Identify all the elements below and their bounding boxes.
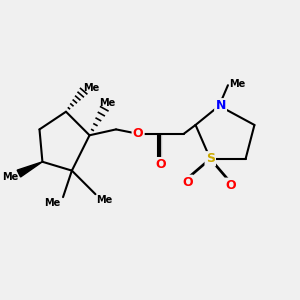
Text: O: O [155,158,166,171]
Text: S: S [206,152,215,165]
Text: Me: Me [83,83,99,93]
Text: Me: Me [2,172,18,182]
Text: Me: Me [229,79,245,89]
Text: O: O [182,176,193,189]
Text: N: N [215,99,226,112]
Text: Me: Me [99,98,115,108]
Text: O: O [225,179,236,192]
Polygon shape [17,162,42,177]
Text: Me: Me [45,198,61,208]
Text: Me: Me [96,195,112,205]
Text: O: O [133,127,143,140]
